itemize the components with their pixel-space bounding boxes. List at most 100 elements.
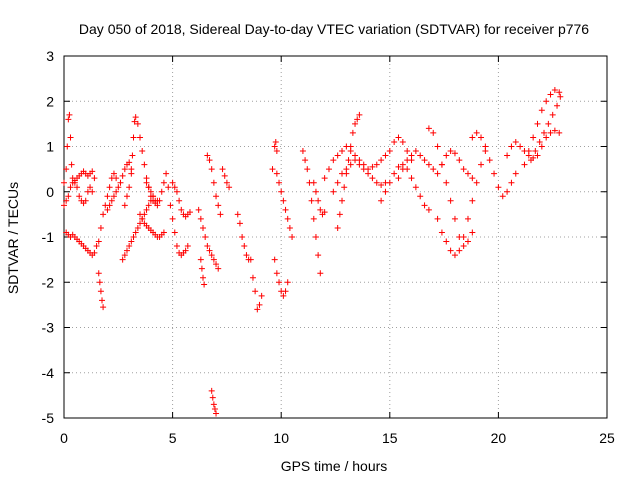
data-point [369, 175, 376, 182]
data-point [276, 279, 283, 286]
data-point [171, 184, 178, 191]
data-point [460, 243, 467, 250]
x-tick-label: 20 [491, 430, 507, 446]
data-point [280, 292, 287, 299]
data-point [382, 152, 389, 159]
data-point [241, 243, 248, 250]
data-point [464, 215, 471, 222]
y-tick-label: -1 [42, 229, 55, 245]
data-point [321, 209, 328, 216]
data-point [482, 143, 489, 150]
data-point [447, 148, 454, 155]
grid [64, 56, 607, 418]
data-point [258, 292, 265, 299]
data-point [106, 202, 113, 209]
data-point [525, 148, 532, 155]
data-point [451, 150, 458, 157]
data-point [198, 265, 205, 272]
data-point [204, 152, 211, 159]
data-point [160, 179, 167, 186]
data-point [200, 274, 207, 281]
data-point [373, 179, 380, 186]
data-point [273, 270, 280, 277]
data-point [334, 152, 341, 159]
data-point [226, 184, 233, 191]
data-point [213, 410, 220, 417]
data-point [204, 243, 211, 250]
data-point [352, 120, 359, 127]
data-point [213, 261, 220, 268]
data-point [545, 120, 552, 127]
data-point [315, 197, 322, 204]
data-point [186, 209, 193, 216]
data-point [508, 143, 515, 150]
data-point [478, 134, 485, 141]
data-point [95, 270, 102, 277]
data-point [272, 138, 279, 145]
data-point [399, 166, 406, 173]
data-point [304, 166, 311, 173]
data-point [317, 206, 324, 213]
data-point [165, 184, 172, 191]
data-point [495, 184, 502, 191]
data-point [173, 188, 180, 195]
data-point [145, 184, 152, 191]
data-point [195, 206, 202, 213]
data-point [534, 152, 541, 159]
data-point [434, 215, 441, 222]
data-point [473, 179, 480, 186]
y-tick-label: -3 [42, 320, 55, 336]
data-point [197, 215, 204, 222]
data-point [131, 118, 138, 125]
data-point [556, 129, 563, 136]
data-point [221, 172, 228, 179]
data-point [404, 148, 411, 155]
data-point [551, 86, 558, 93]
data-point [284, 279, 291, 286]
data-point [349, 129, 356, 136]
data-point [504, 188, 511, 195]
data-point [443, 238, 450, 245]
data-point [256, 301, 263, 308]
data-point [76, 193, 83, 200]
data-point [373, 161, 380, 168]
y-tick-label: -4 [42, 365, 55, 381]
data-point [538, 143, 545, 150]
data-point [451, 252, 458, 259]
data-point [100, 211, 107, 218]
data-points [61, 86, 564, 417]
data-point [438, 161, 445, 168]
data-point [121, 252, 128, 259]
y-tick-label: 2 [46, 93, 54, 109]
data-point [271, 256, 278, 263]
data-point [115, 184, 122, 191]
data-point [512, 138, 519, 145]
data-point [67, 134, 74, 141]
data-point [508, 179, 515, 186]
data-point [317, 270, 324, 277]
data-point [201, 281, 208, 288]
data-point [215, 202, 222, 209]
data-point [223, 179, 230, 186]
data-point [464, 170, 471, 177]
data-point [210, 179, 217, 186]
data-point [521, 161, 528, 168]
x-tick-label: 10 [273, 430, 289, 446]
data-point [113, 188, 120, 195]
data-point [68, 161, 75, 168]
data-point [97, 224, 104, 231]
data-point [65, 116, 72, 123]
x-tick-label: 0 [60, 430, 68, 446]
data-point [382, 188, 389, 195]
data-point [217, 211, 224, 218]
data-point [158, 188, 165, 195]
data-point [369, 163, 376, 170]
data-point [208, 166, 215, 173]
data-point [421, 157, 428, 164]
data-point [486, 157, 493, 164]
data-point [117, 179, 124, 186]
data-point [236, 220, 243, 227]
data-point [119, 256, 126, 263]
data-point [341, 184, 348, 191]
data-point [391, 170, 398, 177]
